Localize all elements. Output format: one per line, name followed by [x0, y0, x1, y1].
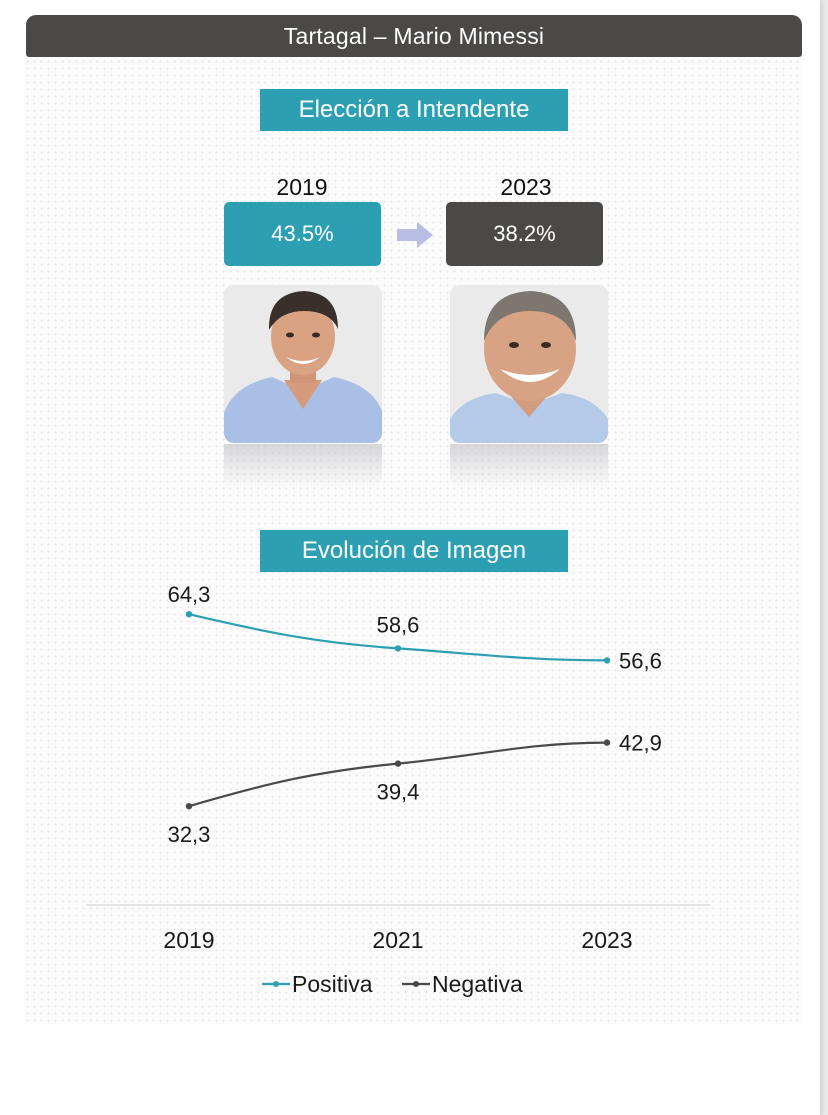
year-label-after: 2023: [500, 174, 552, 200]
photo-reflection-before: [224, 444, 382, 488]
person-portrait-icon: [224, 285, 382, 443]
data-point-negativa-2019: [185, 803, 193, 810]
legend-item-positiva: Positiva: [262, 971, 373, 997]
data-point-negativa-2021: [394, 760, 402, 767]
legend-label-positiva: Positiva: [292, 971, 373, 997]
x-tick-label-2021: 2021: [372, 927, 423, 953]
candidate-photo-before: [224, 285, 382, 443]
data-label-positiva-2021: 58,6: [377, 612, 420, 637]
image-evolution-heading: Evolución de Imagen: [260, 530, 568, 572]
data-label-positiva-2019: 64,3: [168, 582, 211, 607]
candidate-photo-after: [450, 285, 608, 443]
election-heading: Elección a Intendente: [260, 89, 568, 131]
legend-label-negativa: Negativa: [432, 971, 523, 997]
x-tick-label-2019: 2019: [163, 927, 214, 953]
vote-share-after: 38.2%: [446, 202, 603, 266]
page-title: Tartagal – Mario Mimessi: [26, 15, 802, 57]
data-point-positiva-2021: [394, 645, 402, 652]
data-point-positiva-2019: [185, 611, 193, 618]
vote-share-before: 43.5%: [224, 202, 381, 266]
data-label-positiva-2023: 56,6: [619, 648, 662, 673]
arrow-right-icon: [397, 222, 433, 248]
data-point-positiva-2023: [603, 657, 611, 664]
person-portrait-icon: [450, 285, 608, 443]
photo-reflection-after: [450, 444, 608, 488]
x-tick-label-2023: 2023: [581, 927, 632, 953]
data-point-negativa-2023: [603, 739, 611, 746]
legend-item-negativa: Negativa: [402, 971, 523, 997]
data-label-negativa-2023: 42,9: [619, 731, 662, 756]
year-label-before: 2019: [276, 174, 328, 200]
data-label-negativa-2021: 39,4: [377, 780, 420, 805]
data-label-negativa-2019: 32,3: [168, 822, 211, 847]
